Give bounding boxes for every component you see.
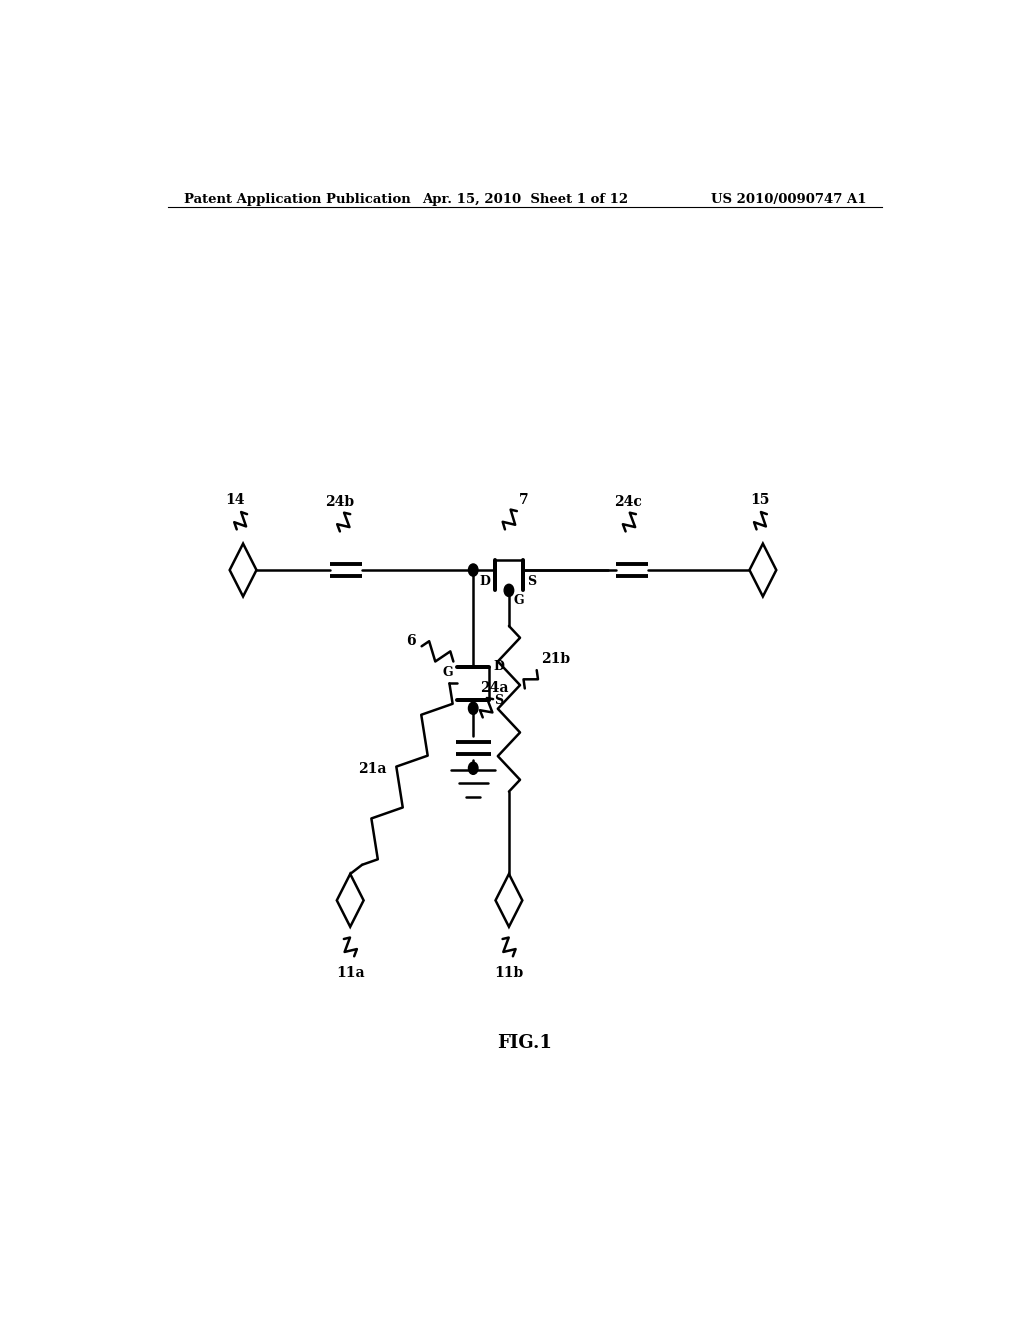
Text: S: S xyxy=(494,693,503,706)
Text: G: G xyxy=(442,667,454,680)
Text: 24b: 24b xyxy=(326,495,354,510)
Text: Apr. 15, 2010  Sheet 1 of 12: Apr. 15, 2010 Sheet 1 of 12 xyxy=(422,193,628,206)
Text: Patent Application Publication: Patent Application Publication xyxy=(183,193,411,206)
Text: 11b: 11b xyxy=(495,966,523,981)
Text: S: S xyxy=(527,576,537,589)
Text: US 2010/0090747 A1: US 2010/0090747 A1 xyxy=(711,193,866,206)
Text: 24c: 24c xyxy=(614,495,642,510)
Text: 11a: 11a xyxy=(336,966,365,981)
Circle shape xyxy=(468,564,478,576)
Text: 15: 15 xyxy=(750,494,769,507)
Text: 24a: 24a xyxy=(479,681,508,696)
Text: 21a: 21a xyxy=(358,762,387,776)
Text: D: D xyxy=(494,660,505,673)
Text: G: G xyxy=(514,594,524,607)
Text: 14: 14 xyxy=(225,494,245,507)
Text: 7: 7 xyxy=(518,494,528,507)
Circle shape xyxy=(468,702,478,714)
Text: 21b: 21b xyxy=(541,652,569,667)
Text: 6: 6 xyxy=(406,634,416,648)
Text: D: D xyxy=(480,576,490,589)
Circle shape xyxy=(468,762,478,775)
Text: FIG.1: FIG.1 xyxy=(498,1034,552,1052)
Circle shape xyxy=(504,585,514,597)
